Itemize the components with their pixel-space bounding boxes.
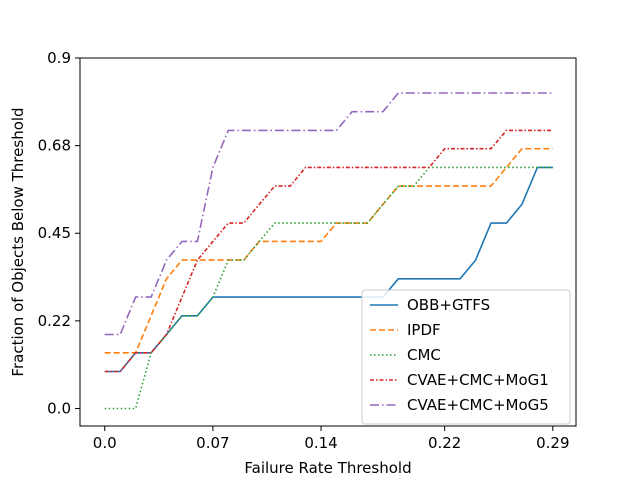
series-line-cvae-cmc-mog5 xyxy=(104,92,553,336)
legend-box xyxy=(361,289,571,425)
x-tick-label: 0.22 xyxy=(428,434,461,452)
y-tick-label: 0.0 xyxy=(47,399,71,417)
x-axis: 0.0 0.07 0.14 0.22 0.29 xyxy=(93,426,570,452)
y-tick-label: 0.45 xyxy=(38,224,71,242)
series-line-cmc xyxy=(104,166,553,410)
plot-frame xyxy=(79,57,577,427)
series-layer xyxy=(104,92,553,410)
legend-label: CMC xyxy=(407,346,441,364)
y-axis-label: Fraction of Objects Below Threshold xyxy=(9,107,27,376)
legend-label: IPDF xyxy=(407,321,441,339)
x-tick-label: 0.0 xyxy=(93,434,117,452)
series-line-cvae-cmc-mog1 xyxy=(104,129,553,373)
y-tick-label: 0.9 xyxy=(47,49,71,67)
x-tick-label: 0.29 xyxy=(536,434,569,452)
y-axis: 0.0 0.22 0.45 0.68 0.9 xyxy=(38,49,80,417)
legend-label: CVAE+CMC+MoG5 xyxy=(407,396,549,414)
x-tick-label: 0.07 xyxy=(196,434,229,452)
y-tick-label: 0.68 xyxy=(38,137,71,155)
legend-label: CVAE+CMC+MoG1 xyxy=(407,371,549,389)
x-tick-label: 0.14 xyxy=(304,434,337,452)
legend: OBB+GTFS IPDF CMC CVAE+CMC+MoG1 CVAE+CMC+MoG… xyxy=(361,289,571,425)
x-axis-label: Failure Rate Threshold xyxy=(244,459,411,477)
series-line-ipdf xyxy=(104,147,553,354)
y-tick-label: 0.22 xyxy=(38,312,71,330)
legend-label: OBB+GTFS xyxy=(407,296,490,314)
